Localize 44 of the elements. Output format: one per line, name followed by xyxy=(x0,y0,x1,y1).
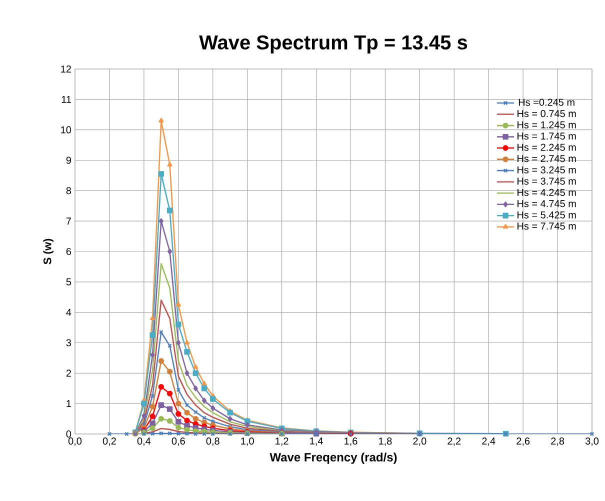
y-tick-label: 10 xyxy=(61,126,72,134)
y-tick-label: 2 xyxy=(66,370,71,377)
legend-label: Hs = 7.745 m xyxy=(518,222,576,230)
legend-label: Hs = 3.745 m xyxy=(518,178,576,185)
chart-title: Wave Spectrum Tp = 13.45 s xyxy=(199,35,468,54)
legend-label: Hs = 2.245 m xyxy=(518,144,576,151)
legend-label: Hs = 4.245 m xyxy=(518,188,576,196)
legend-label: Hs = 5.425 m xyxy=(518,211,576,218)
x-tick-label: 0,2 xyxy=(102,438,116,446)
y-tick-label: 6 xyxy=(66,248,72,256)
x-axis-title: Wave Freqency (rad/s) xyxy=(270,452,397,464)
x-tick-label: 2,2 xyxy=(448,438,461,446)
x-tick-label: 0,6 xyxy=(172,438,185,446)
legend-label: Hs = 3.245 m xyxy=(518,166,576,174)
x-tick-label: 1,8 xyxy=(379,438,392,446)
legend-label: Hs =0.245 m xyxy=(518,98,574,106)
legend-label: Hs = 1.745 m xyxy=(518,132,576,140)
x-tick-label: 3,0 xyxy=(585,438,599,446)
x-tick-label: 0,0 xyxy=(68,438,82,446)
y-tick-label: 0 xyxy=(66,430,72,438)
x-tick-label: 1,6 xyxy=(344,438,358,446)
legend-label: Hs = 1.245 m xyxy=(518,121,576,128)
legend-label: Hs = 2.745 m xyxy=(518,155,576,162)
y-tick-label: 9 xyxy=(66,156,71,164)
x-tick-label: 2,0 xyxy=(413,438,426,446)
y-tick-label: 11 xyxy=(62,96,71,103)
y-tick-label: 5 xyxy=(66,278,72,286)
y-tick-label: 4 xyxy=(66,308,72,316)
y-tick-label: 12 xyxy=(61,66,71,72)
y-axis-title: S (w) xyxy=(43,238,54,264)
y-tick-label: 1 xyxy=(66,400,71,408)
y-tick-label: 3 xyxy=(66,339,72,346)
legend-label: Hs = 4.745 m xyxy=(518,200,576,208)
x-tick-label: 1,0 xyxy=(241,438,254,446)
y-tick-label: 7 xyxy=(66,218,71,225)
x-tick-label: 2,8 xyxy=(551,438,564,446)
x-tick-label: 2,4 xyxy=(482,438,496,446)
x-tick-label: 0,8 xyxy=(206,438,220,446)
x-tick-label: 2,6 xyxy=(516,438,530,446)
legend-label: Hs = 0.745 m xyxy=(518,110,576,118)
y-tick-label: 8 xyxy=(66,187,72,194)
x-tick-label: 1,2 xyxy=(276,438,288,446)
x-tick-label: 1,4 xyxy=(310,438,323,446)
x-tick-label: 0,4 xyxy=(137,438,151,446)
